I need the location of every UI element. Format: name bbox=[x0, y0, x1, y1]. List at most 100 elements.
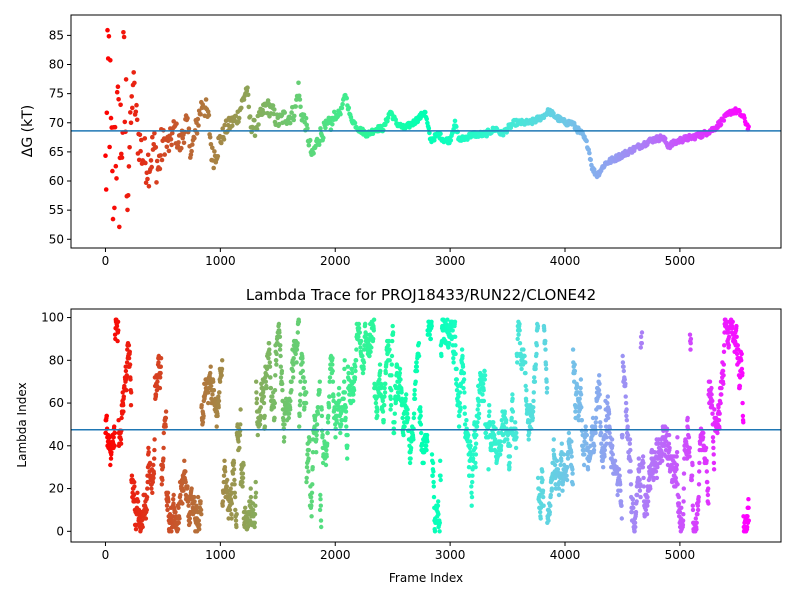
lambda-point bbox=[641, 460, 646, 466]
lambda-point bbox=[161, 456, 166, 461]
lambda-point bbox=[502, 409, 507, 414]
lambda-point bbox=[153, 392, 159, 397]
lambda-point bbox=[436, 499, 441, 504]
lambda-point bbox=[252, 512, 258, 517]
delta-g-point bbox=[166, 148, 172, 154]
lambda-point bbox=[693, 516, 698, 521]
lambda-point bbox=[621, 364, 626, 369]
lambda-point bbox=[380, 398, 385, 404]
lambda-point bbox=[380, 409, 386, 414]
lambda-point bbox=[112, 430, 118, 436]
delta-g-point bbox=[154, 180, 159, 185]
lambda-point bbox=[345, 432, 350, 438]
lambda-point bbox=[686, 435, 692, 440]
lambda-point bbox=[690, 503, 695, 508]
lambda-point bbox=[248, 486, 253, 491]
lambda-point bbox=[437, 520, 442, 525]
lambda-point bbox=[281, 439, 287, 444]
lambda-point bbox=[208, 370, 213, 376]
lambda-point bbox=[544, 390, 550, 395]
lambda-point bbox=[543, 338, 548, 344]
lambda-point bbox=[526, 437, 531, 442]
lambda-point bbox=[456, 424, 462, 429]
lambda-point bbox=[716, 405, 721, 410]
lambda-point bbox=[628, 458, 633, 463]
delta-g-points bbox=[103, 27, 751, 230]
lambda-point bbox=[192, 499, 197, 504]
lambda-point bbox=[309, 499, 314, 504]
delta-g-point bbox=[123, 77, 129, 82]
lambda-point bbox=[438, 477, 443, 483]
lambda-point bbox=[486, 413, 492, 419]
lambda-point bbox=[152, 456, 157, 461]
lambda-point bbox=[349, 370, 355, 376]
lambda-point bbox=[531, 398, 536, 404]
lambda-point bbox=[703, 445, 709, 451]
lambda-point bbox=[302, 405, 307, 410]
delta-g-point bbox=[291, 117, 297, 123]
lambda-point bbox=[267, 360, 272, 365]
lambda-point bbox=[240, 479, 245, 485]
lambda-point bbox=[425, 439, 430, 444]
lambda-point bbox=[516, 332, 521, 337]
delta-g-point bbox=[239, 105, 244, 111]
lambda-point bbox=[677, 509, 683, 515]
lambda-point bbox=[219, 366, 225, 372]
lambda-point bbox=[468, 443, 473, 448]
lambda-point bbox=[234, 524, 239, 530]
delta-g-point bbox=[385, 115, 391, 121]
lambda-point bbox=[390, 330, 396, 335]
lambda-point bbox=[565, 456, 571, 461]
lambda-point bbox=[344, 424, 349, 429]
delta-g-point bbox=[133, 109, 139, 115]
lambda-point bbox=[298, 379, 303, 384]
delta-g-point bbox=[448, 138, 454, 143]
lambda-point bbox=[131, 492, 137, 498]
lambda-point bbox=[128, 377, 133, 382]
delta-g-point bbox=[571, 120, 577, 126]
lambda-point bbox=[373, 400, 379, 406]
lambda-point bbox=[549, 477, 555, 483]
lambda-point bbox=[418, 413, 423, 419]
y-tick-label: 40 bbox=[49, 439, 64, 453]
lambda-point bbox=[544, 385, 550, 391]
lambda-point bbox=[461, 385, 466, 391]
lambda-point bbox=[718, 400, 723, 406]
lambda-point bbox=[124, 373, 129, 378]
delta-g-point bbox=[211, 165, 216, 171]
lambda-point bbox=[457, 413, 462, 419]
delta-g-point bbox=[742, 115, 747, 121]
y-tick-label: 85 bbox=[49, 28, 64, 42]
delta-g-point bbox=[136, 157, 142, 163]
delta-g-point bbox=[311, 151, 316, 156]
lambda-point bbox=[461, 377, 467, 382]
lambda-point bbox=[424, 447, 429, 453]
lambda-point bbox=[363, 321, 368, 327]
lambda-point bbox=[411, 415, 416, 421]
lambda-point bbox=[480, 392, 485, 397]
lambda-point bbox=[261, 400, 267, 406]
delta-g-point bbox=[115, 84, 121, 89]
lambda-point bbox=[357, 330, 362, 335]
lambda-point bbox=[430, 460, 436, 466]
lambda-point bbox=[573, 409, 578, 414]
lambda-point bbox=[598, 424, 603, 429]
lambda-point bbox=[161, 430, 166, 436]
lambda-point bbox=[282, 435, 287, 440]
delta-g-point bbox=[318, 126, 323, 131]
delta-g-point bbox=[219, 140, 224, 146]
delta-g-point bbox=[721, 118, 727, 123]
lambda-point bbox=[255, 432, 260, 438]
lambda-point bbox=[687, 454, 692, 459]
lambda-point bbox=[618, 488, 623, 493]
lambda-point bbox=[464, 418, 469, 423]
lambda-point bbox=[680, 522, 686, 528]
lambda-point bbox=[700, 435, 706, 440]
delta-g-point bbox=[292, 113, 297, 119]
lambda-point bbox=[507, 460, 512, 466]
lambda-point bbox=[297, 413, 302, 419]
lambda-point bbox=[382, 390, 388, 395]
lambda-point bbox=[197, 527, 202, 532]
lambda-point bbox=[151, 475, 156, 481]
delta-g-point bbox=[152, 131, 157, 136]
